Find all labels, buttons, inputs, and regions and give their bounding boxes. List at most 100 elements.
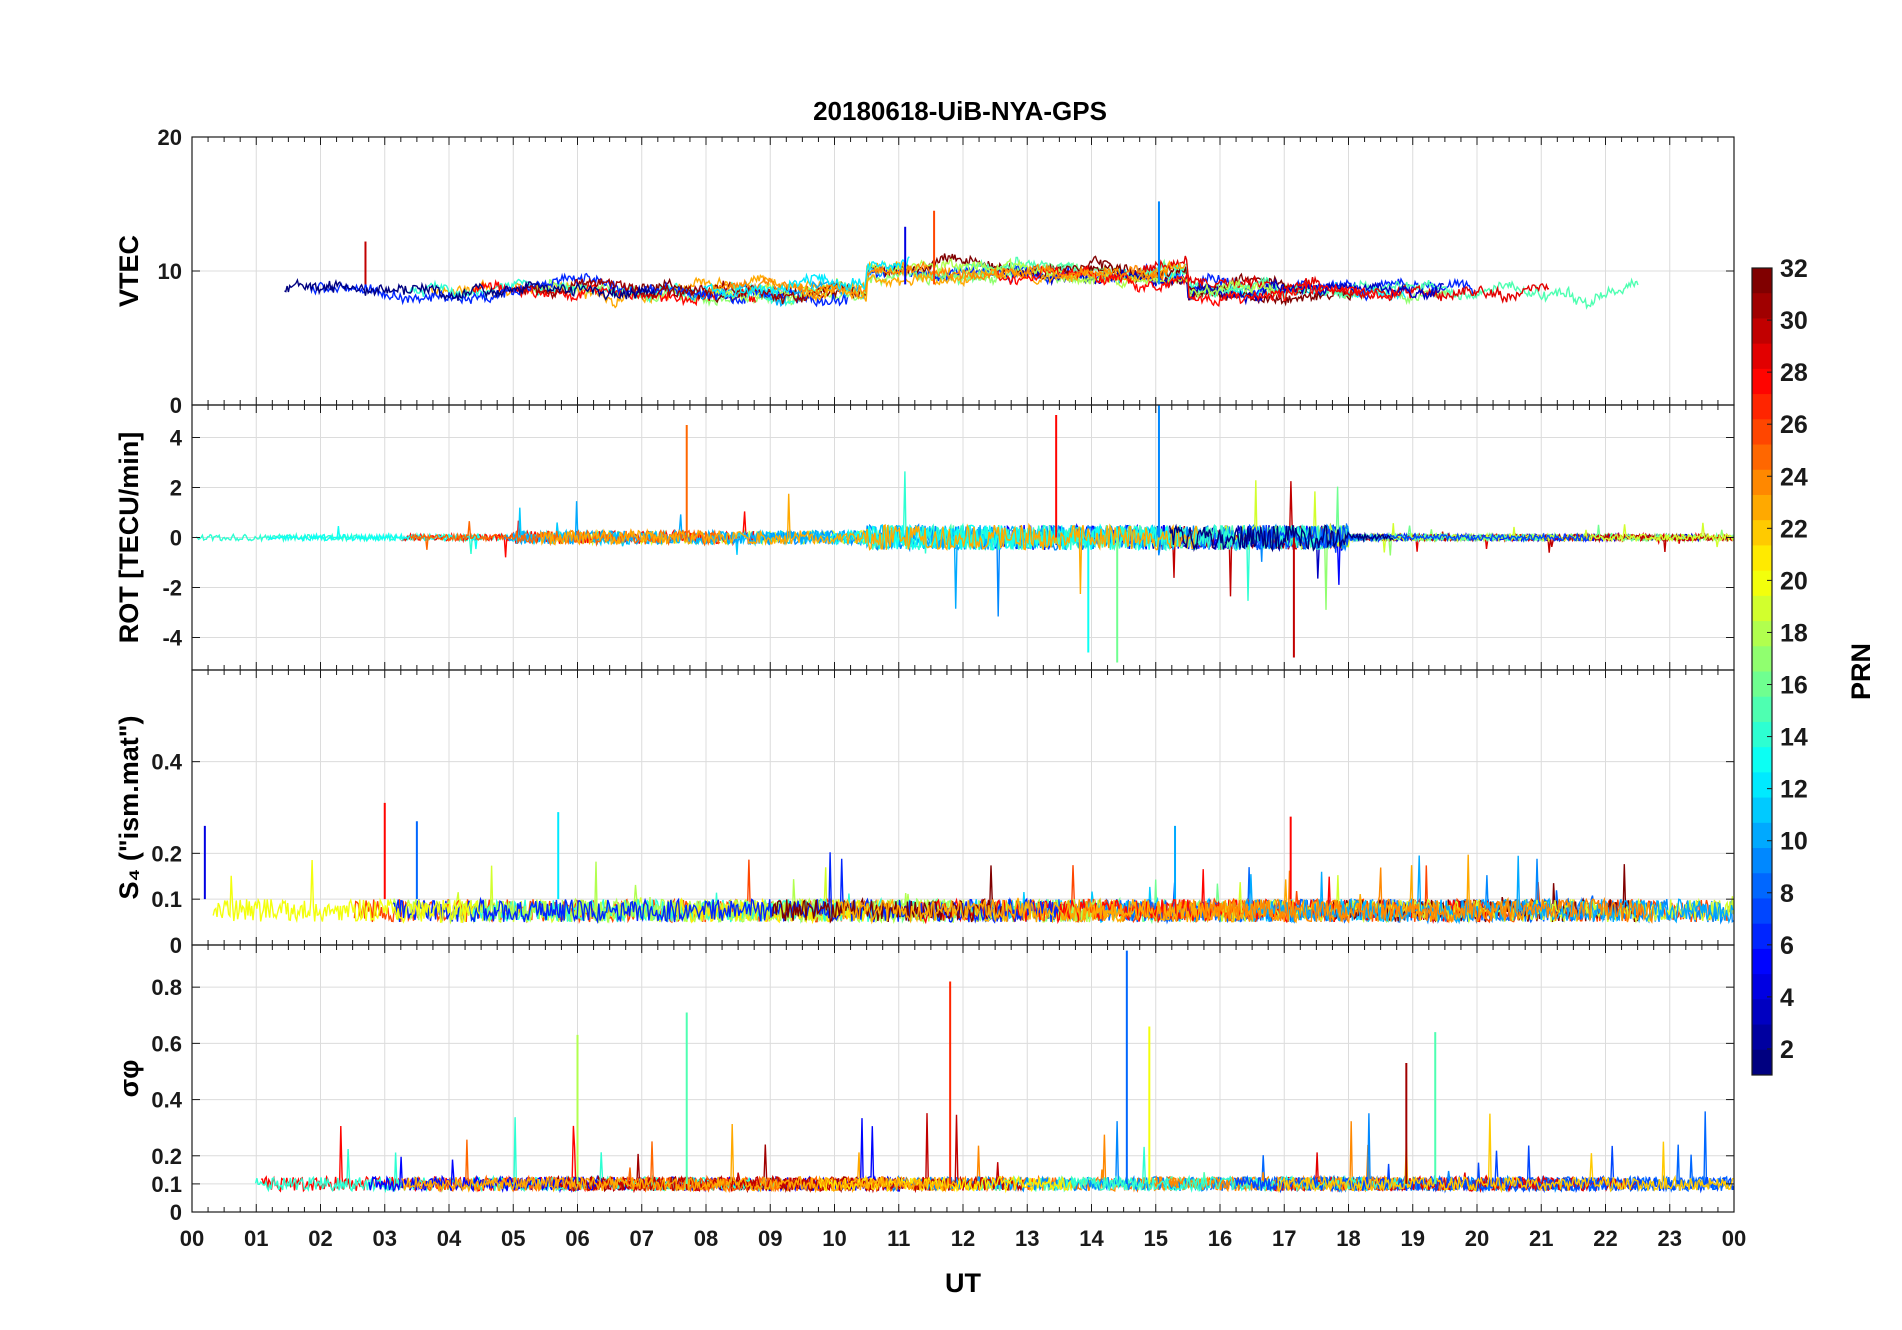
x-tick-label: 09 xyxy=(758,1226,782,1251)
x-tick-label: 16 xyxy=(1208,1226,1232,1251)
x-tick-label: 15 xyxy=(1144,1226,1168,1251)
colorbar-band xyxy=(1752,646,1772,672)
x-tick-label: 12 xyxy=(951,1226,975,1251)
panel-2: -4 -2 0 2 4 ROT [TECU/min] xyxy=(114,404,1735,671)
colorbar-band xyxy=(1752,595,1772,622)
panel-4: 0 0.1 0.2 0.4 0.6 0.8 σφ xyxy=(114,944,1735,1225)
x-tick-label: 22 xyxy=(1593,1226,1617,1251)
panel-2-ylabel: ROT [TECU/min] xyxy=(114,432,144,643)
y-tick-label: 0 xyxy=(170,933,182,958)
prn-trace xyxy=(630,253,1308,304)
colorbar-tick-label: 18 xyxy=(1780,619,1808,647)
y-tick-label: 0.2 xyxy=(151,1144,182,1169)
colorbar-label: PRN xyxy=(1846,643,1876,700)
colorbar-band xyxy=(1752,898,1772,925)
prn-trace xyxy=(703,256,910,299)
panel-3-ylabel: S₄ ("ism.mat") xyxy=(114,715,144,899)
chart-title: 20180618-UiB-NYA-GPS xyxy=(813,96,1107,126)
x-axis: 00 01 02 03 04 05 06 07 08 09 10 11 12 13 14 15 16 17 18 19… xyxy=(180,1226,1746,1251)
colorbar-band xyxy=(1752,747,1772,773)
colorbar-band xyxy=(1752,999,1772,1026)
x-tick-label: 00 xyxy=(1722,1226,1746,1251)
panel-1: 0 10 20 VTEC xyxy=(114,125,1735,418)
panel-4-grid xyxy=(191,945,1735,1213)
prn-trace xyxy=(1168,523,1394,553)
y-tick-label: -2 xyxy=(162,576,182,601)
panel-3-traces xyxy=(203,802,1734,925)
panel-3: 0 0.1 0.2 0.4 S₄ ("ism.mat") xyxy=(114,669,1735,958)
prn-trace xyxy=(1233,1145,1734,1194)
x-tick-label: 10 xyxy=(822,1226,846,1251)
x-tick-label: 08 xyxy=(694,1226,718,1251)
colorbar-band xyxy=(1752,343,1772,370)
x-tick-label: 20 xyxy=(1465,1226,1489,1251)
panel-1-ylabel: VTEC xyxy=(114,235,144,307)
y-tick-label: 0.4 xyxy=(151,1088,182,1113)
colorbar-band xyxy=(1752,444,1772,471)
y-tick-label: 0.1 xyxy=(151,1172,182,1197)
colorbar-band xyxy=(1752,948,1772,975)
y-tick-label: 0 xyxy=(170,526,182,551)
colorbar-band xyxy=(1752,721,1772,748)
y-tick-label: 0.8 xyxy=(151,975,182,1000)
colorbar-band xyxy=(1752,621,1772,647)
y-tick-label: 20 xyxy=(158,125,182,150)
x-tick-label: 23 xyxy=(1658,1226,1682,1251)
prn-trace xyxy=(1045,255,1353,307)
prn-trace xyxy=(212,859,480,924)
colorbar-tick-label: 16 xyxy=(1780,672,1808,700)
colorbar-band xyxy=(1752,368,1772,395)
y-tick-label: 2 xyxy=(170,476,182,501)
colorbar-tick-label: 20 xyxy=(1780,567,1808,595)
x-tick-label: 04 xyxy=(437,1226,462,1251)
prn-trace xyxy=(409,521,721,550)
colorbar-tick-label: 30 xyxy=(1780,307,1808,335)
colorbar-band xyxy=(1752,873,1772,899)
colorbar-tick-label: 28 xyxy=(1780,359,1808,387)
prn-trace xyxy=(284,277,656,301)
colorbar-tick-label: 24 xyxy=(1780,463,1808,491)
colorbar-tick-label: 26 xyxy=(1780,411,1808,439)
panel-2-traces xyxy=(195,405,1734,663)
x-tick-label: 00 xyxy=(180,1226,204,1251)
colorbar-band xyxy=(1752,394,1772,420)
prn-trace xyxy=(1277,1113,1734,1194)
panel-1-traces xyxy=(284,201,1639,310)
prn-trace xyxy=(800,260,1186,303)
colorbar-tick-label: 10 xyxy=(1780,828,1808,856)
x-tick-label: 17 xyxy=(1272,1226,1296,1251)
colorbar-frame xyxy=(1751,267,1773,1076)
colorbar-band xyxy=(1752,318,1772,345)
colorbar-band xyxy=(1752,545,1772,572)
colorbar-tick-label: 22 xyxy=(1780,515,1808,543)
x-tick-label: 07 xyxy=(630,1226,654,1251)
colorbar-band xyxy=(1752,494,1772,521)
x-tick-label: 18 xyxy=(1336,1226,1360,1251)
colorbar-band xyxy=(1752,419,1772,446)
x-tick-label: 21 xyxy=(1529,1226,1553,1251)
colorbar-band xyxy=(1752,822,1772,849)
colorbar-band xyxy=(1752,848,1772,874)
prn-trace xyxy=(504,501,1098,609)
panel-4-traces xyxy=(254,950,1734,1194)
y-tick-label: 0 xyxy=(170,393,182,418)
y-tick-label: 0.6 xyxy=(151,1031,182,1056)
x-tick-label: 19 xyxy=(1401,1226,1425,1251)
y-tick-label: 4 xyxy=(170,426,183,451)
prn-trace xyxy=(448,865,835,925)
colorbar-band xyxy=(1752,974,1772,1000)
colorbar-band xyxy=(1752,696,1772,723)
y-tick-label: -4 xyxy=(162,626,182,651)
colorbar-tick-label: 6 xyxy=(1780,932,1794,960)
prn-trace xyxy=(708,260,1169,300)
x-tick-label: 05 xyxy=(501,1226,525,1251)
colorbar-tick-label: 8 xyxy=(1780,880,1794,908)
colorbar-band xyxy=(1752,520,1772,546)
colorbar-band xyxy=(1752,268,1772,294)
colorbar-tick-label: 2 xyxy=(1780,1036,1794,1064)
colorbar-tick-label: 4 xyxy=(1780,984,1794,1012)
colorbar-band xyxy=(1752,923,1772,950)
colorbar-band xyxy=(1752,1049,1772,1076)
